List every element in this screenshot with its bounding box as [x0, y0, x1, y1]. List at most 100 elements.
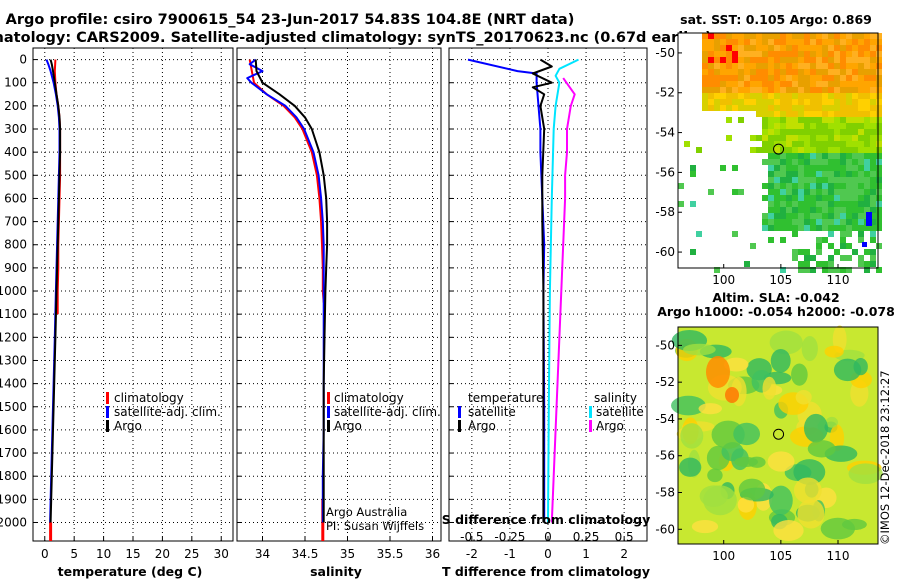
sst-cell [732, 51, 738, 57]
sst-cell [834, 159, 840, 165]
sst-cell [786, 219, 792, 225]
sst-cell [804, 135, 810, 141]
sst-cell [762, 87, 768, 93]
x-tick-label: 34 [255, 547, 270, 561]
sst-cell [816, 141, 822, 147]
sst-cell [840, 231, 846, 237]
sst-cell [744, 51, 750, 57]
sst-cell [834, 33, 840, 39]
sst-cell [876, 93, 882, 99]
sst-cell [786, 147, 792, 153]
sst-cell [822, 123, 828, 129]
sst-cell [792, 135, 798, 141]
sst-cell [864, 93, 870, 99]
sst-cell [708, 45, 714, 51]
sst-cell [798, 39, 804, 45]
temperature-legend: climatology satellite-adj. clim. Argo [106, 391, 221, 433]
sst-cell [750, 39, 756, 45]
sst-cell [810, 45, 816, 51]
sst-cell [834, 99, 840, 105]
sst-cell [780, 63, 786, 69]
sla-blob [825, 416, 838, 428]
sst-cell [726, 33, 732, 39]
sst-cell [876, 243, 882, 249]
sst-cell [786, 159, 792, 165]
sst-cell [840, 177, 846, 183]
sst-cell [798, 69, 804, 75]
sst-cell [852, 99, 858, 105]
sst-cell [702, 69, 708, 75]
sst-cell [732, 231, 738, 237]
difference-top-xlabel: S difference from climatology [442, 512, 651, 527]
sst-cell [756, 57, 762, 63]
sst-cell [774, 57, 780, 63]
sst-cell [858, 63, 864, 69]
sst-cell [804, 183, 810, 189]
sla-blob [706, 356, 730, 388]
sst-cell [762, 111, 768, 117]
sst-cell [864, 123, 870, 129]
sst-cell [750, 147, 756, 153]
sst-cell [828, 213, 834, 219]
sst-cell [786, 225, 792, 231]
difference-grid [449, 48, 647, 541]
sla-blob [725, 387, 739, 403]
sst-cell [864, 117, 870, 123]
sst-cell [750, 57, 756, 63]
sst-cell [828, 57, 834, 63]
sst-cell [846, 177, 852, 183]
sst-cell [792, 225, 798, 231]
sst-cell [840, 201, 846, 207]
sst-cell [792, 189, 798, 195]
sst-cell [768, 219, 774, 225]
sla-blob [791, 363, 808, 386]
sst-cell [852, 45, 858, 51]
sst-cell [864, 195, 870, 201]
sst-cell [786, 129, 792, 135]
x-tick-label: 0 [544, 547, 552, 561]
sst-cell [726, 39, 732, 45]
sst-cell [738, 69, 744, 75]
sst-cell [816, 207, 822, 213]
sst-cell [732, 99, 738, 105]
sst-cell [834, 153, 840, 159]
sst-cell [846, 33, 852, 39]
sst-map-cells [678, 33, 882, 273]
sla-blob [842, 518, 867, 531]
sst-cell [786, 141, 792, 147]
salinity-xlabel: salinity [310, 564, 362, 579]
legend-swatch-satellite [106, 406, 109, 418]
sst-cell [810, 39, 816, 45]
sla-blob [698, 403, 722, 415]
sst-cell [768, 63, 774, 69]
sst-cell [798, 195, 804, 201]
sst-cell [834, 111, 840, 117]
sst-cell [792, 255, 798, 261]
difference-top-ticks: -0.5 -0.25 0 0.25 0.5 [460, 530, 634, 544]
sst-cell [756, 39, 762, 45]
series-line-salinity-satellite [547, 58, 579, 523]
sst-cell [864, 105, 870, 111]
sst-cell [846, 105, 852, 111]
sst-cell [786, 189, 792, 195]
sst-cell [870, 123, 876, 129]
sla-blob [748, 456, 766, 468]
sst-cell [780, 33, 786, 39]
sst-cell [846, 171, 852, 177]
sst-cell [804, 201, 810, 207]
sst-cell [834, 225, 840, 231]
depth-tick-label: 100 [4, 76, 27, 90]
sst-cell [810, 105, 816, 111]
sst-cell [846, 63, 852, 69]
sst-cell [834, 213, 840, 219]
sst-cell [840, 243, 846, 249]
sst-cell [774, 93, 780, 99]
sst-cell [714, 39, 720, 45]
sst-cell [816, 111, 822, 117]
sst-cell [858, 81, 864, 87]
sst-cell [876, 87, 882, 93]
sst-cell [774, 99, 780, 105]
sst-cell [750, 105, 756, 111]
sst-cell [840, 135, 846, 141]
sst-cell [690, 171, 696, 177]
